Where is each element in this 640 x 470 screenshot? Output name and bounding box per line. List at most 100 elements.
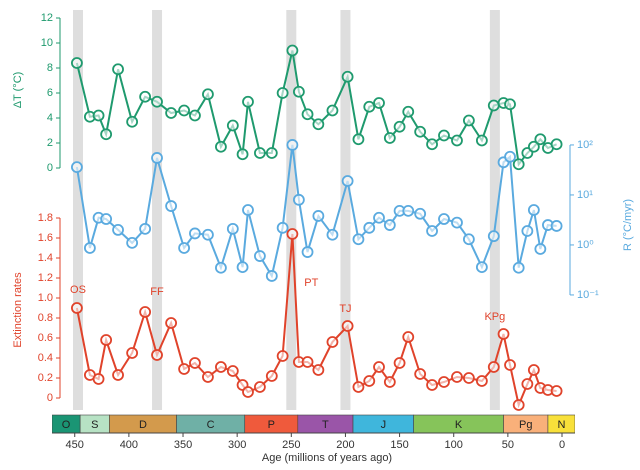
data-point (215, 140, 227, 153)
x-tick-label: 250 (282, 439, 300, 451)
data-point (139, 90, 152, 103)
data-point (151, 349, 163, 361)
y-axis-title: ΔT (°C) (12, 72, 24, 109)
data-point (527, 364, 540, 376)
data-point (341, 320, 354, 332)
data-point (373, 97, 385, 109)
series-line (75, 144, 557, 279)
data-point (71, 302, 83, 314)
series-line (75, 50, 557, 167)
data-point (426, 138, 438, 151)
extinction-band (340, 10, 351, 410)
data-point (286, 139, 299, 151)
data-point (265, 270, 278, 282)
y-tick-label: 1.2 (38, 272, 53, 284)
y-tick-label: 0 (47, 162, 53, 174)
event-label: TJ (339, 303, 351, 315)
x-tick-label: 350 (174, 439, 192, 451)
data-point (402, 204, 415, 217)
data-point (352, 133, 365, 146)
data-point (92, 373, 105, 385)
data-point (236, 261, 249, 274)
data-point (178, 363, 191, 375)
x-tick-label: 0 (559, 439, 565, 451)
data-point (383, 219, 396, 231)
data-point (242, 386, 254, 398)
data-point (426, 379, 438, 391)
data-point (112, 369, 124, 381)
data-point (550, 385, 563, 397)
data-point (527, 140, 540, 153)
data-point (521, 225, 534, 237)
y-tick-label: 1.6 (38, 232, 53, 244)
period-label: D (139, 419, 147, 431)
y-tick-label: 0.2 (38, 372, 53, 384)
y-tick-label: 1.8 (38, 212, 53, 224)
data-point (438, 213, 450, 225)
data-point (292, 85, 305, 98)
y-tick-label: 2 (47, 137, 53, 149)
data-point (462, 372, 475, 384)
data-point (373, 211, 385, 224)
data-point (512, 399, 525, 411)
data-point (326, 228, 339, 241)
extinction-band (152, 10, 163, 410)
data-point (414, 125, 427, 138)
data-point (265, 370, 278, 382)
data-point (202, 371, 214, 383)
data-point (426, 225, 438, 237)
x-tick-label: 300 (228, 439, 246, 451)
y-tick-label: 1.4 (38, 252, 53, 264)
data-point (352, 381, 365, 393)
data-point (254, 147, 266, 159)
y-tick-label: 6 (47, 87, 53, 99)
y-tick-label: 10¹ (577, 189, 593, 201)
data-point (71, 161, 83, 174)
data-point (451, 371, 463, 383)
data-point (475, 261, 488, 274)
data-point (292, 193, 305, 206)
data-point (363, 100, 376, 113)
data-point (215, 261, 227, 274)
data-point (475, 134, 488, 147)
data-point (512, 261, 525, 274)
data-point (504, 359, 516, 371)
event-label: PT (304, 277, 318, 289)
data-point (487, 361, 500, 373)
data-point (100, 213, 113, 225)
x-tick-label: 200 (336, 439, 354, 451)
data-point (92, 109, 105, 122)
data-point (126, 347, 139, 359)
data-point (286, 228, 299, 240)
x-tick-label: 100 (445, 439, 463, 451)
data-point (254, 250, 266, 262)
period-label: P (268, 419, 275, 431)
data-point (286, 44, 299, 57)
event-label: KPg (484, 311, 505, 323)
y-tick-label: 0 (47, 392, 53, 404)
x-tick-label: 400 (120, 439, 138, 451)
data-point (301, 356, 314, 368)
data-point (312, 364, 325, 376)
y-tick-label: 4 (47, 112, 53, 124)
data-point (112, 63, 124, 76)
data-point (462, 114, 475, 127)
data-point (475, 375, 488, 387)
y-axis-title: R (°C/myr) (622, 199, 634, 251)
data-point (487, 99, 500, 112)
data-point (462, 233, 475, 246)
data-point (151, 152, 163, 164)
data-point (527, 204, 540, 216)
data-point (139, 306, 152, 318)
period-label: T (322, 419, 329, 431)
data-point (226, 365, 239, 377)
data-point (497, 328, 510, 340)
x-tick-label: 50 (502, 439, 514, 451)
data-point (363, 221, 376, 234)
data-point (202, 88, 214, 101)
data-point (276, 350, 289, 362)
event-label: OS (70, 284, 86, 296)
data-point (521, 378, 534, 390)
x-tick-label: 450 (66, 439, 84, 451)
